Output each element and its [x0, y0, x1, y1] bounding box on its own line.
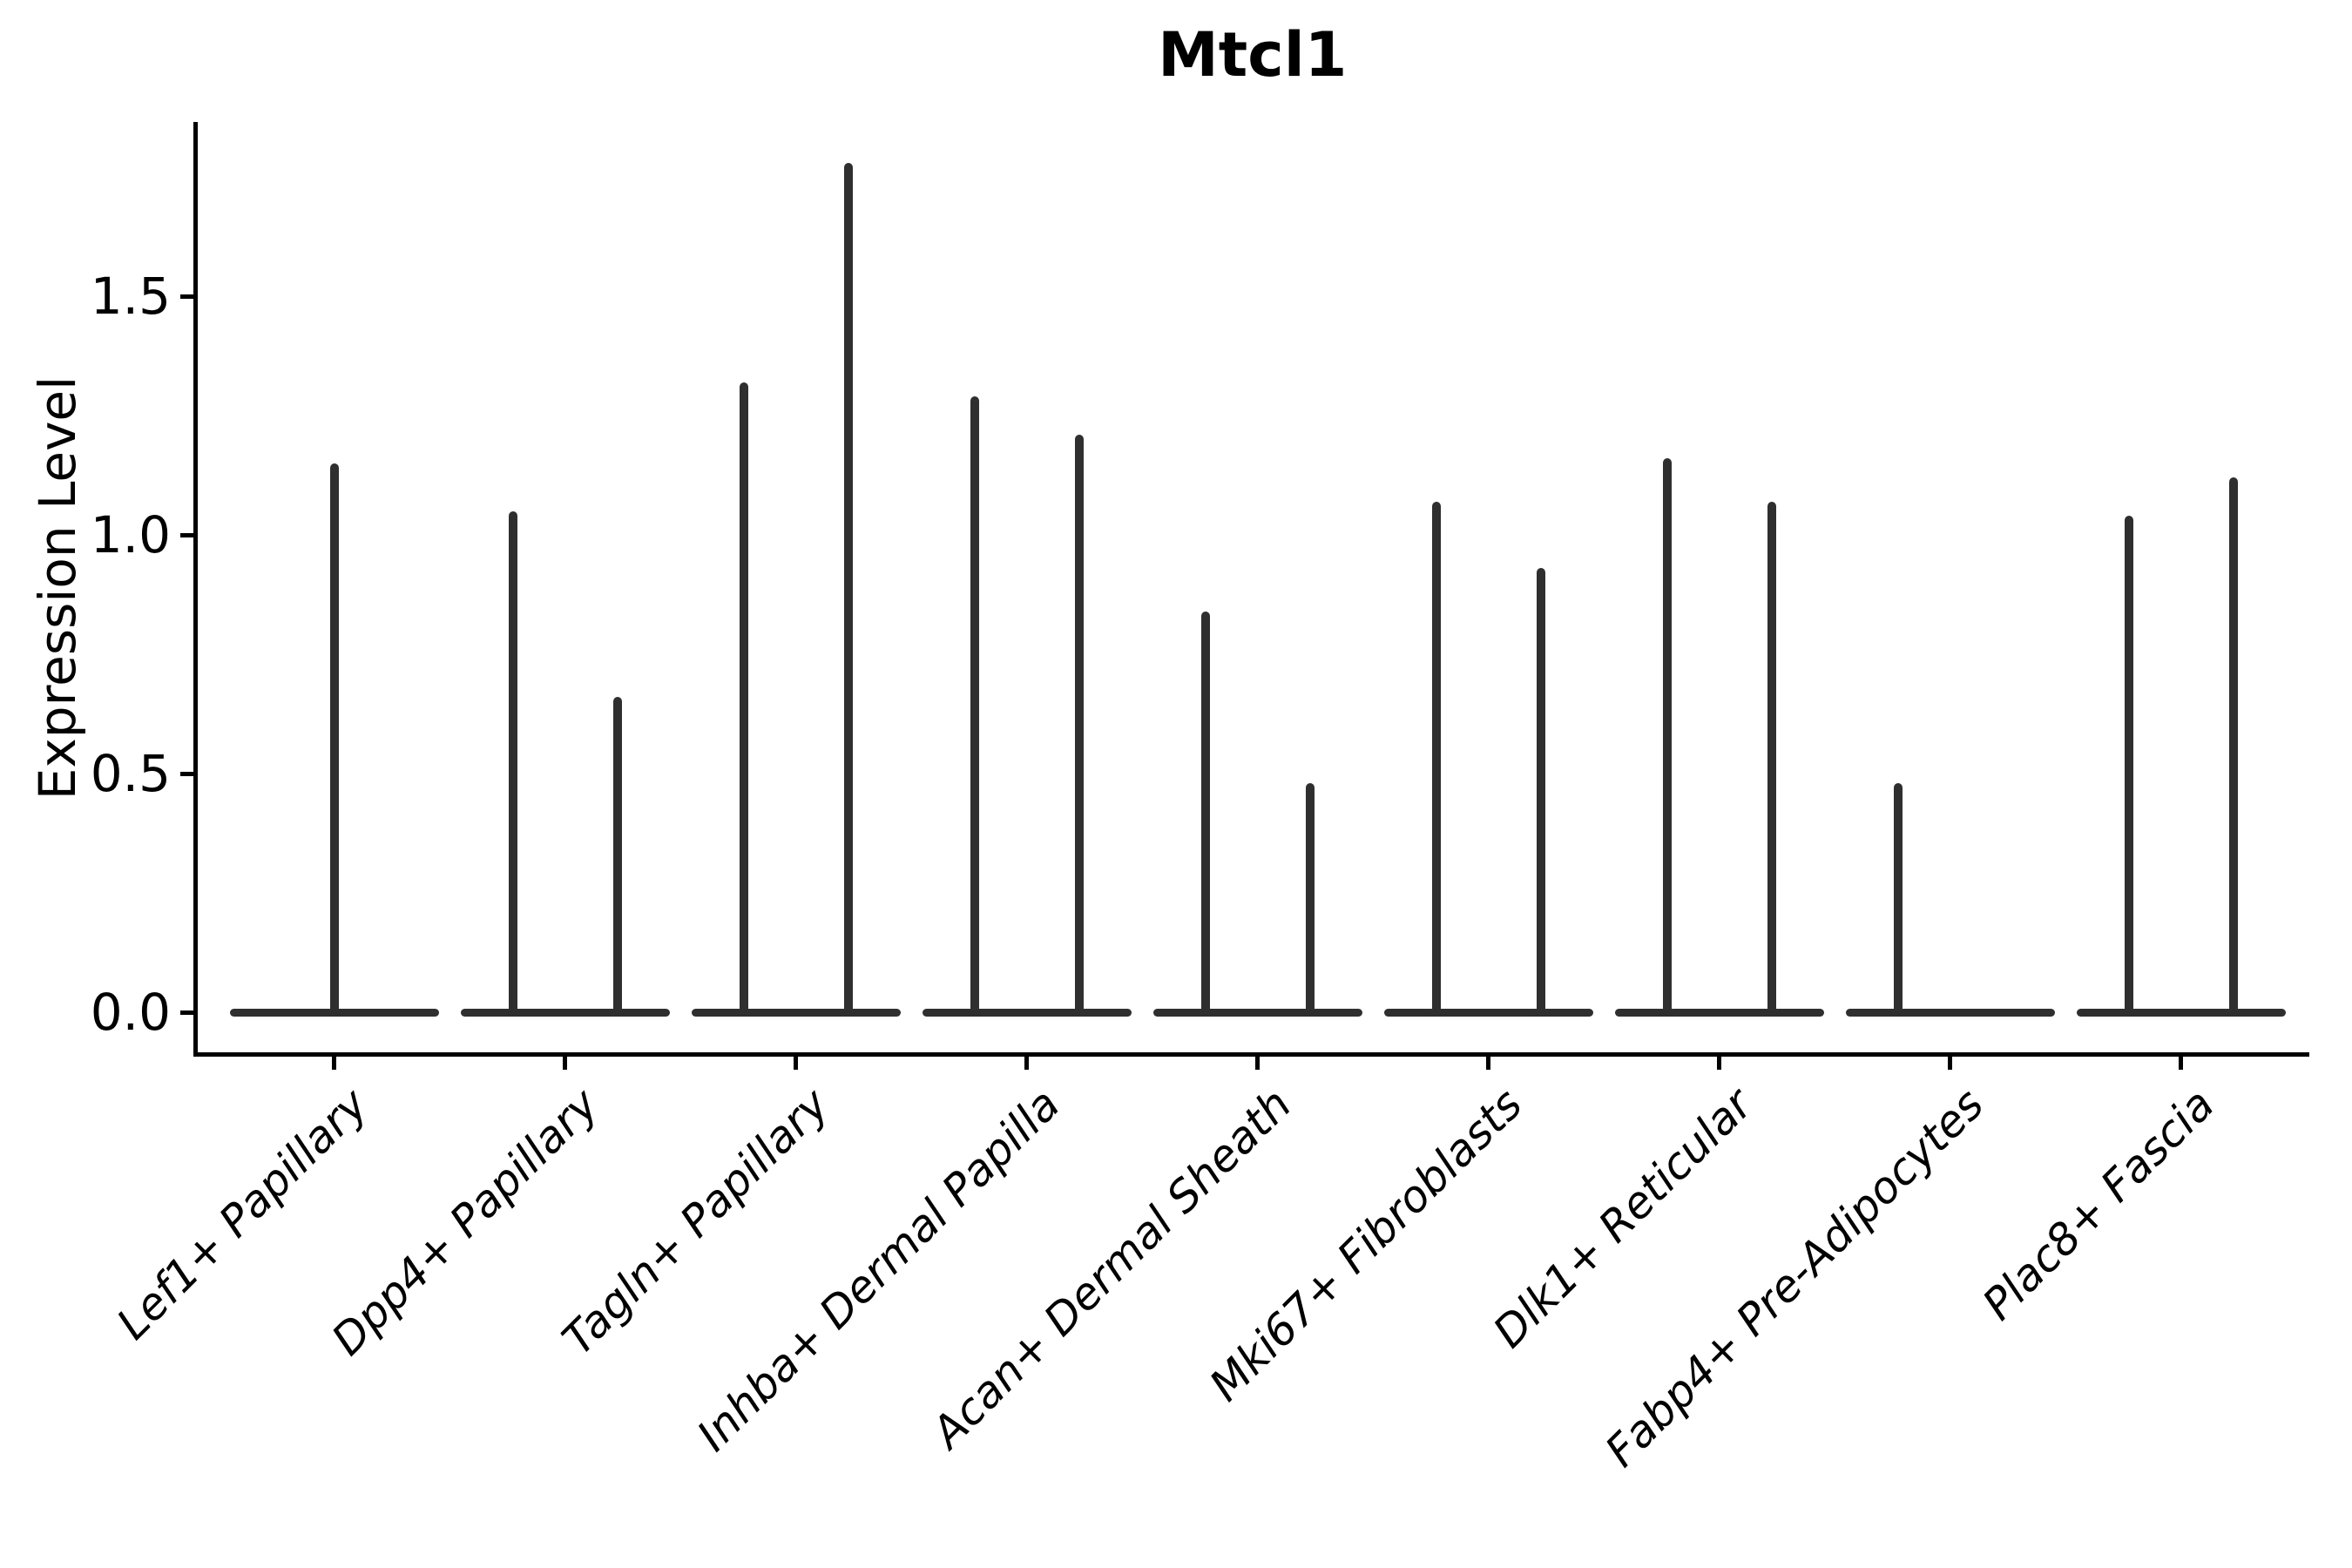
x-tick-label-text: Plac8+ Fascia	[1973, 1078, 2225, 1330]
y-tick	[180, 294, 193, 299]
violin-baseline	[1383, 1008, 1593, 1017]
x-tick	[1024, 1056, 1029, 1070]
y-tick-label: 1.5	[90, 267, 171, 326]
violin-baseline	[460, 1008, 670, 1017]
violin-baseline	[2076, 1008, 2286, 1017]
violin-baseline	[1614, 1008, 1824, 1017]
y-tick-label: 0.0	[90, 983, 171, 1042]
y-tick-label: 1.0	[90, 505, 171, 564]
y-tick	[180, 1010, 193, 1015]
violin-spike	[1074, 434, 1084, 1012]
y-axis-spine	[193, 122, 198, 1057]
x-tick	[563, 1056, 567, 1070]
violin-spike	[1431, 501, 1441, 1012]
y-tick-label: 0.5	[90, 744, 171, 803]
violin-spike	[739, 382, 748, 1012]
violin-baseline	[1152, 1008, 1362, 1017]
violin-baseline	[229, 1008, 439, 1017]
x-tick	[794, 1056, 798, 1070]
violin-spike	[612, 697, 622, 1012]
violin-spike	[1536, 568, 1545, 1012]
violin-spike	[1662, 458, 1672, 1012]
violin-spike	[2124, 516, 2133, 1012]
x-tick	[1486, 1056, 1490, 1070]
x-axis-spine	[193, 1051, 2309, 1057]
x-tick	[1717, 1056, 1721, 1070]
violin-baseline	[922, 1008, 1132, 1017]
x-tick	[1948, 1056, 1952, 1070]
violin-spike	[843, 162, 853, 1012]
violin-spike	[2228, 477, 2238, 1012]
y-axis-label-text: Expression Level	[28, 375, 87, 801]
violin-baseline	[691, 1008, 901, 1017]
violin-spike	[508, 510, 517, 1012]
violin-spike	[1767, 501, 1776, 1012]
violin-spike	[329, 463, 339, 1012]
x-tick-label-text: Lef1+ Papillary	[106, 1078, 378, 1349]
violin-spike	[970, 396, 979, 1012]
violin-spike	[1893, 782, 1903, 1012]
y-tick	[180, 532, 193, 537]
x-tick	[1255, 1056, 1260, 1070]
x-tick	[332, 1056, 336, 1070]
violin-baseline	[1845, 1008, 2055, 1017]
chart-title: Mtcl1	[1158, 19, 1348, 91]
violin-spike	[1305, 782, 1315, 1012]
x-tick-label-text: Fabp4+ Pre-Adipocytes	[1595, 1078, 1994, 1477]
y-tick	[180, 771, 193, 776]
x-tick	[2179, 1056, 2183, 1070]
violin-spike	[1200, 611, 1210, 1012]
